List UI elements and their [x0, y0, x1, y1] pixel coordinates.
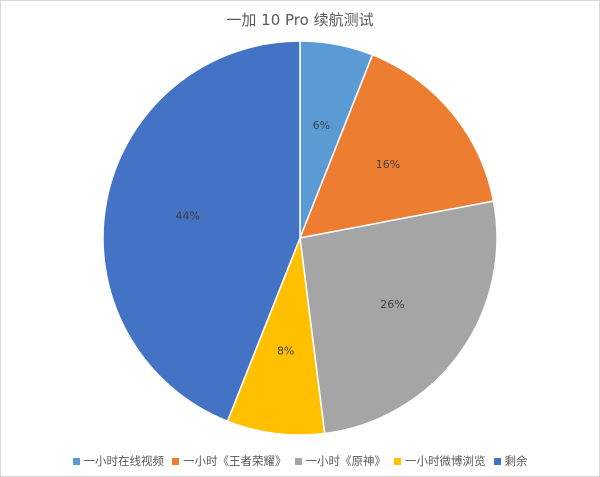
legend-item-1: 一小时《王者荣耀》	[172, 453, 287, 469]
legend-swatch-3	[394, 457, 401, 465]
legend-item-3: 一小时微博浏览	[394, 453, 486, 469]
legend-item-2: 一小时《原神》	[294, 453, 387, 469]
data-label-4: 44%	[176, 210, 200, 223]
legend: 一小时在线视频 一小时《王者荣耀》 一小时《原神》 一小时微博浏览 剩余	[1, 453, 599, 469]
data-label-2: 26%	[380, 298, 404, 311]
pie-slice-1	[298, 53, 495, 239]
legend-label-4: 剩余	[504, 454, 528, 468]
legend-swatch-2	[294, 457, 302, 465]
legend-item-4: 剩余	[493, 453, 528, 469]
pie-slice-3	[226, 237, 326, 436]
legend-item-0: 一小时在线视频	[72, 453, 165, 469]
data-label-3: 8%	[277, 344, 294, 357]
legend-label-0: 一小时在线视频	[83, 454, 165, 468]
pie-slice-4	[102, 40, 301, 423]
data-label-1: 16%	[376, 158, 400, 171]
legend-label-1: 一小时《王者荣耀》	[183, 454, 287, 468]
legend-swatch-1	[172, 457, 179, 465]
data-label-0: 6%	[313, 119, 330, 132]
legend-label-2: 一小时《原神》	[305, 454, 387, 468]
legend-label-3: 一小时微博浏览	[405, 454, 486, 468]
legend-swatch-0	[72, 457, 80, 465]
pie-slice-2	[299, 200, 498, 435]
legend-swatch-4	[493, 457, 501, 465]
chart-title: 一加 10 Pro 续航测试	[226, 11, 374, 29]
